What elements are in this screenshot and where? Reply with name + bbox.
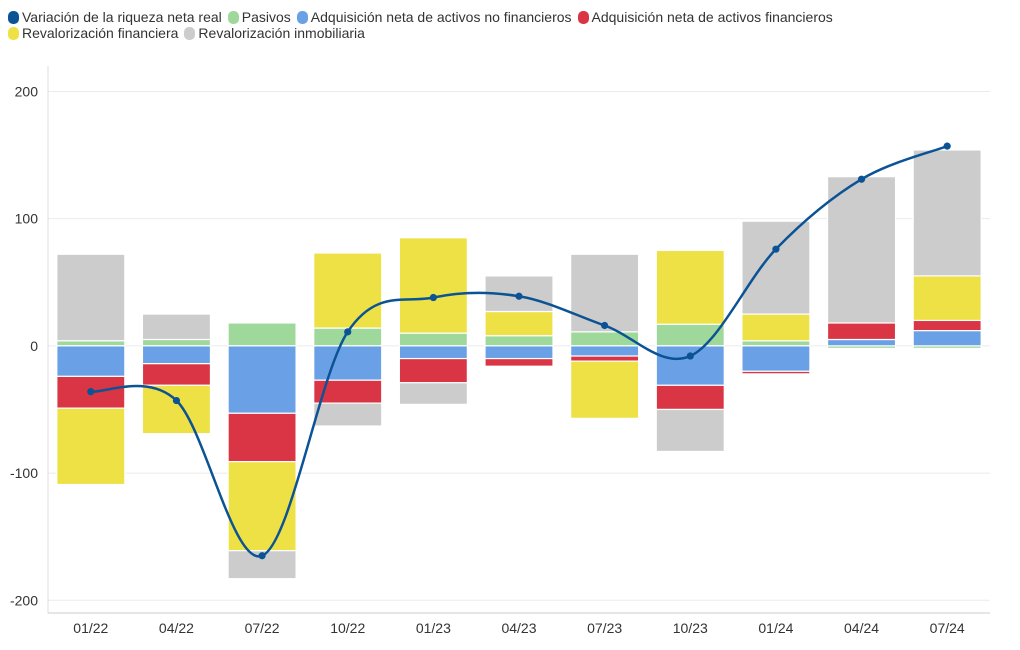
- legend-label: Adquisición neta de activos no financier…: [310, 9, 572, 25]
- legend-label: Variación de la riqueza neta real: [22, 9, 222, 25]
- y-tick-label: 100: [15, 211, 39, 227]
- line-point[interactable]: [772, 245, 780, 253]
- legend-swatch: [296, 10, 308, 24]
- bar-segment[interactable]: [826, 176, 897, 324]
- legend-item[interactable]: Adquisición neta de activos financieros: [577, 9, 833, 25]
- bar-segment[interactable]: [313, 345, 383, 381]
- bar-segment[interactable]: [912, 149, 982, 277]
- x-tick-label: 04/22: [159, 620, 194, 636]
- line-point[interactable]: [258, 552, 266, 560]
- bar-segment[interactable]: [56, 340, 126, 347]
- axes: [47, 66, 990, 614]
- bar-segment[interactable]: [741, 313, 811, 342]
- bar-segment[interactable]: [484, 345, 554, 360]
- line-point[interactable]: [172, 396, 181, 405]
- bar-segment[interactable]: [227, 345, 297, 414]
- legend-label: Pasivos: [241, 9, 291, 25]
- bar-segment[interactable]: [655, 345, 725, 386]
- legend: Variación de la riqueza neta real Pasivos…: [8, 9, 1008, 41]
- line-point[interactable]: [686, 352, 694, 360]
- bar-segment[interactable]: [741, 370, 811, 375]
- bar-segment[interactable]: [313, 252, 383, 329]
- bar-segment[interactable]: [141, 363, 212, 386]
- bar-segment[interactable]: [141, 313, 212, 341]
- x-tick-label: 04/23: [501, 620, 536, 636]
- line-point[interactable]: [344, 328, 352, 336]
- bar-segment[interactable]: [227, 322, 297, 347]
- legend-item[interactable]: Pasivos: [227, 9, 291, 25]
- bar-segment[interactable]: [741, 345, 811, 372]
- legend-swatch: [227, 10, 239, 24]
- bar-segment[interactable]: [141, 345, 212, 365]
- line-point[interactable]: [601, 321, 609, 330]
- bar-segment[interactable]: [570, 345, 640, 357]
- legend-swatch: [8, 26, 19, 40]
- legend-item[interactable]: Variación de la riqueza neta real: [8, 9, 222, 25]
- x-tick-label: 01/24: [758, 620, 793, 636]
- bar-segment[interactable]: [141, 338, 212, 347]
- line-series: [87, 142, 951, 560]
- bar-segment[interactable]: [655, 384, 725, 411]
- y-tick-label: 0: [30, 338, 38, 354]
- bar-segment[interactable]: [570, 360, 640, 419]
- bar-segment[interactable]: [398, 237, 468, 334]
- bar-segment[interactable]: [398, 357, 468, 384]
- bar-segment[interactable]: [912, 319, 982, 332]
- bar-segment[interactable]: [570, 355, 640, 362]
- legend-item[interactable]: Adquisición neta de activos no financier…: [296, 9, 572, 25]
- line-series-path: [90, 144, 948, 558]
- bar-segment[interactable]: [56, 253, 126, 342]
- x-tick-label: 07/22: [245, 620, 280, 636]
- x-tick-label: 04/24: [844, 620, 879, 636]
- bar-segment[interactable]: [912, 329, 982, 347]
- bar-segment[interactable]: [398, 382, 468, 405]
- bar-segment[interactable]: [741, 340, 811, 347]
- bar-segment[interactable]: [570, 253, 640, 333]
- bar-segment[interactable]: [398, 345, 468, 360]
- legend-item[interactable]: Revalorización inmobiliaria: [184, 25, 365, 41]
- legend-label: Revalorización inmobiliaria: [198, 25, 365, 41]
- x-tick-label: 10/23: [673, 620, 708, 636]
- x-tick-label: 01/23: [416, 620, 451, 636]
- bar-segment[interactable]: [912, 275, 982, 322]
- legend-swatch: [184, 26, 196, 40]
- x-tick-label: 10/22: [330, 620, 365, 636]
- bar-segment[interactable]: [484, 357, 554, 367]
- y-tick-label: -200: [10, 592, 38, 608]
- bar-segment[interactable]: [56, 345, 126, 377]
- legend-swatch: [577, 10, 589, 24]
- bar-segment[interactable]: [655, 249, 725, 325]
- bar-segment[interactable]: [141, 384, 212, 435]
- bar-segment[interactable]: [741, 220, 811, 315]
- bar-segment[interactable]: [56, 407, 126, 486]
- y-tick-label: -100: [10, 465, 38, 481]
- legend-label: Adquisición neta de activos financieros: [591, 9, 833, 25]
- legend-item[interactable]: Revalorización financiera: [8, 25, 178, 41]
- x-tick-label: 07/24: [930, 620, 965, 636]
- bar-segment[interactable]: [826, 338, 897, 347]
- line-point[interactable]: [429, 293, 437, 302]
- bar-segment[interactable]: [398, 332, 468, 347]
- x-tick-label: 01/22: [73, 620, 108, 636]
- tick-labels: 200 100 0 -100 -200 01/22 04/22 07/22 10/22 01/23…: [10, 83, 965, 636]
- bar-segment[interactable]: [484, 310, 554, 337]
- line-point[interactable]: [515, 292, 523, 300]
- line-point[interactable]: [943, 142, 951, 150]
- legend-label: Revalorización financiera: [22, 25, 179, 41]
- bar-segment[interactable]: [484, 335, 554, 347]
- bars: [56, 149, 982, 580]
- x-tick-label: 07/23: [587, 620, 622, 636]
- y-tick-label: 200: [15, 83, 39, 99]
- legend-swatch: [8, 10, 19, 24]
- bar-segment[interactable]: [826, 322, 897, 341]
- line-point[interactable]: [857, 175, 866, 183]
- bar-segment[interactable]: [227, 412, 297, 463]
- bar-segment[interactable]: [655, 408, 725, 453]
- line-point[interactable]: [87, 388, 95, 396]
- bar-segment[interactable]: [313, 402, 383, 427]
